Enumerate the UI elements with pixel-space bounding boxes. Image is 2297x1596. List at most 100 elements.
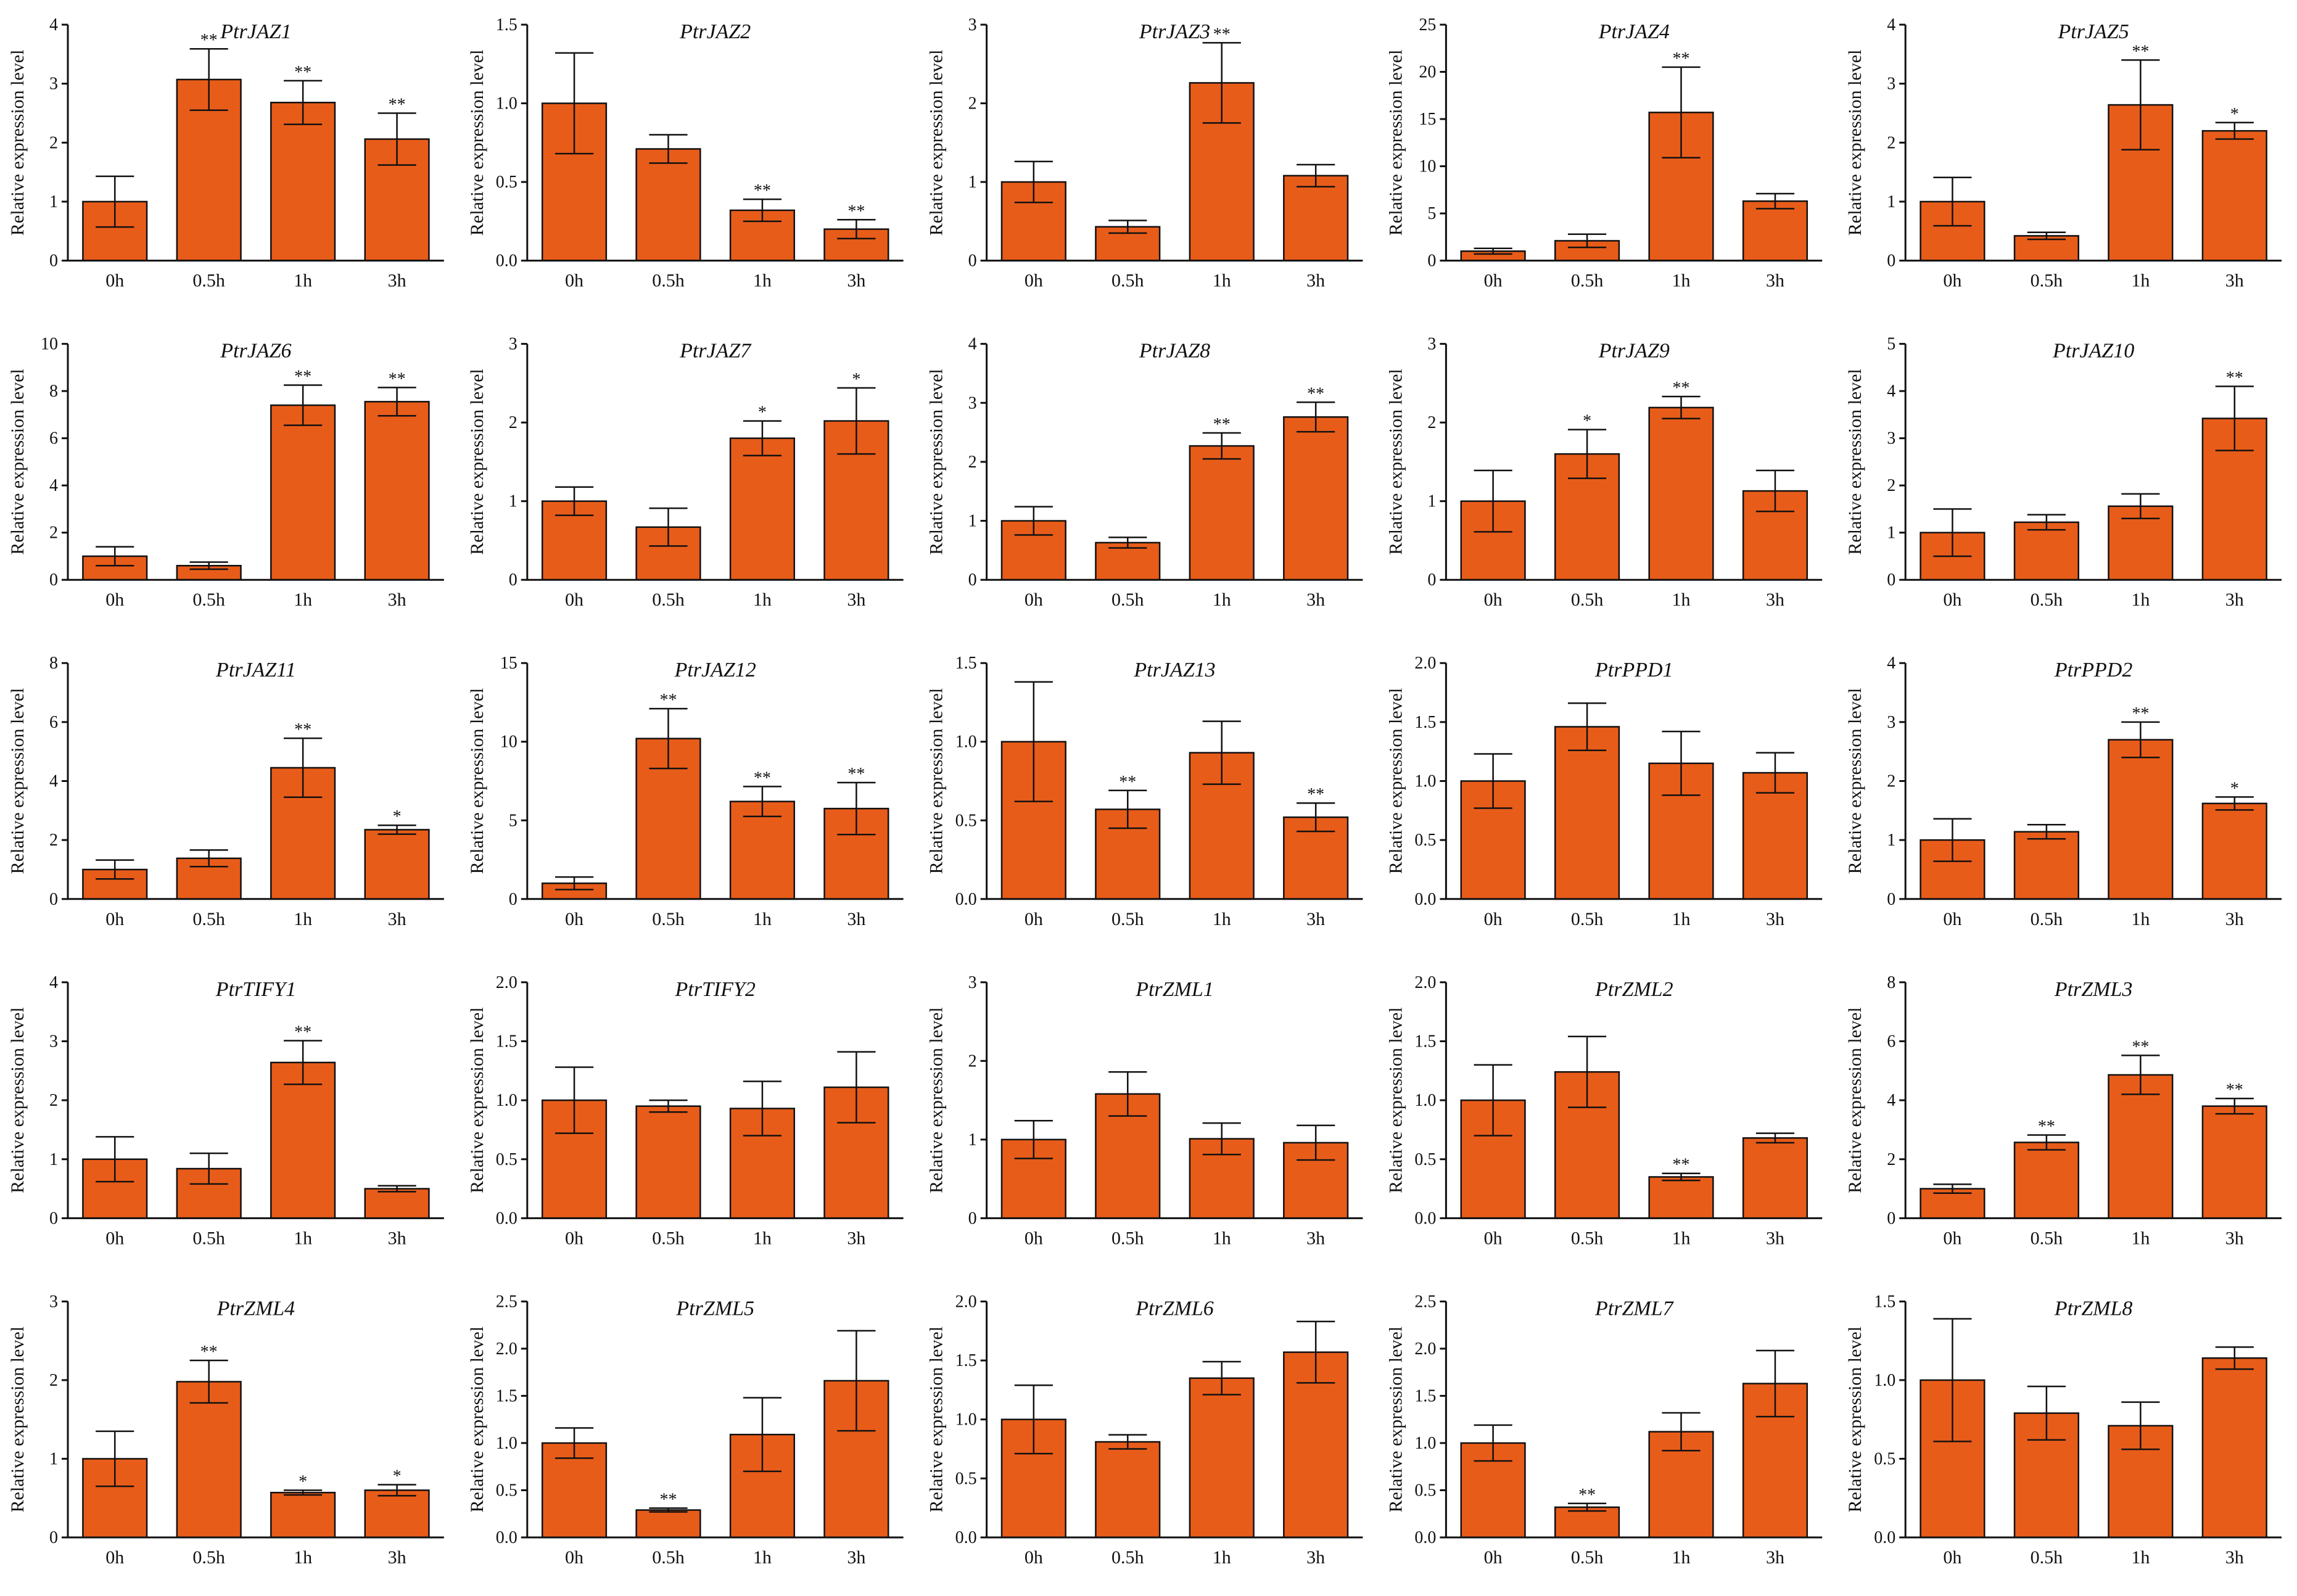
- y-axis-label: Relative expression level: [1385, 1327, 1406, 1513]
- error-bar: [1755, 752, 1795, 794]
- y-tick-label: 0.0: [955, 1528, 977, 1547]
- panel-title: PtrJAZ11: [215, 659, 296, 681]
- error-bar: [2121, 1055, 2160, 1095]
- error-bar: [1014, 160, 1053, 204]
- x-tick-label: 0h: [1943, 1228, 1961, 1248]
- x-tick-label: 1h: [753, 271, 772, 291]
- x-tick-label: 1h: [753, 590, 772, 610]
- x-tick-label: 0h: [565, 1547, 584, 1568]
- significance-marker: **: [1119, 773, 1136, 792]
- error-bar: [555, 1427, 594, 1459]
- bar: [635, 1509, 701, 1539]
- error-bar: [649, 134, 688, 164]
- y-tick-label: 0.5: [496, 173, 518, 192]
- y-tick-label: 2: [49, 133, 58, 152]
- error-bar: [1933, 508, 1972, 557]
- bar: [1283, 416, 1349, 581]
- y-tick-label: 1.5: [955, 654, 977, 673]
- panel-title: PtrZML5: [675, 1297, 754, 1320]
- x-tick-label: 1h: [294, 271, 312, 291]
- x-tick-label: 3h: [847, 590, 865, 610]
- bar: [270, 102, 336, 261]
- x-tick-label: 0.5h: [192, 271, 225, 291]
- y-tick-label: 10: [41, 335, 58, 354]
- significance-marker: **: [659, 1491, 677, 1510]
- error-bar: [1014, 1384, 1053, 1455]
- y-axis-label: Relative expression level: [1385, 50, 1406, 236]
- bar: [2201, 130, 2267, 261]
- x-tick-label: 0h: [1025, 1228, 1043, 1248]
- x-tick-label: 3h: [1306, 590, 1325, 610]
- y-tick-label: 5: [509, 811, 518, 830]
- x-tick-label: 1h: [2131, 1547, 2150, 1568]
- significance-marker: **: [2226, 368, 2243, 387]
- x-tick-label: 3h: [388, 1547, 406, 1568]
- x-tick-label: 0.5h: [192, 1228, 225, 1248]
- y-tick-label: 0: [1427, 570, 1436, 590]
- panel-title: PtrJAZ5: [2057, 20, 2129, 43]
- significance-marker: **: [1307, 384, 1324, 403]
- bar: [729, 800, 796, 900]
- error-bar: [377, 1484, 416, 1497]
- x-tick-label: 3h: [847, 1547, 865, 1568]
- y-tick-label: 2: [1887, 133, 1895, 152]
- y-axis-label: Relative expression level: [926, 1327, 947, 1513]
- x-tick-label: 0h: [1025, 909, 1043, 929]
- y-tick-label: 1.5: [496, 15, 518, 35]
- error-bar: [1014, 1120, 1053, 1159]
- x-tick-label: 3h: [2225, 271, 2244, 291]
- x-tick-label: 0h: [105, 909, 124, 929]
- panel-title: PtrZML3: [2054, 978, 2133, 1001]
- bar: [2201, 802, 2267, 900]
- y-tick-label: 0.5: [1874, 1449, 1895, 1468]
- x-tick-label: 0.5h: [1111, 909, 1144, 929]
- y-tick-label: 2.0: [1414, 1339, 1436, 1359]
- y-axis-label: Relative expression level: [1845, 688, 1865, 874]
- error-bar: [743, 420, 782, 456]
- y-tick-label: 4: [968, 335, 977, 354]
- y-tick-label: 5: [1427, 204, 1436, 223]
- significance-marker: *: [1583, 412, 1591, 431]
- y-tick-label: 15: [500, 654, 518, 673]
- y-tick-label: 4: [49, 772, 58, 791]
- y-tick-label: 0: [1887, 570, 1895, 590]
- y-tick-label: 0.5: [496, 1150, 518, 1169]
- y-tick-label: 0.5: [1414, 1150, 1436, 1169]
- x-tick-label: 0h: [565, 1228, 584, 1248]
- x-tick-label: 0.5h: [192, 590, 225, 610]
- significance-marker: **: [1673, 379, 1690, 398]
- significance-marker: **: [200, 31, 218, 50]
- significance-marker: **: [847, 202, 865, 221]
- y-tick-label: 0: [968, 1209, 977, 1228]
- error-bar: [96, 175, 134, 228]
- y-tick-label: 4: [1887, 15, 1895, 35]
- y-tick-label: 1.0: [955, 733, 977, 752]
- x-tick-label: 0h: [565, 271, 584, 291]
- x-tick-label: 3h: [847, 271, 865, 291]
- y-tick-label: 1.0: [1414, 1434, 1436, 1453]
- y-tick-label: 1: [49, 1449, 58, 1468]
- error-bar: [1202, 720, 1241, 785]
- panel-title: PtrJAZ10: [2052, 340, 2134, 363]
- x-tick-label: 1h: [1213, 271, 1231, 291]
- x-tick-label: 0.5h: [1571, 590, 1604, 610]
- significance-marker: **: [847, 765, 865, 784]
- y-tick-label: 4: [49, 15, 58, 35]
- y-tick-label: 0: [49, 1528, 58, 1547]
- y-tick-label: 20: [1419, 63, 1436, 82]
- error-bar: [377, 387, 416, 417]
- panel-title: PtrJAZ1: [220, 20, 291, 43]
- y-tick-label: 2: [1887, 772, 1895, 791]
- y-tick-label: 1.5: [1874, 1292, 1895, 1311]
- x-tick-label: 0.5h: [1111, 590, 1144, 610]
- y-tick-label: 0.5: [955, 1469, 977, 1488]
- y-tick-label: 2: [968, 1051, 977, 1071]
- y-tick-label: 1.5: [496, 1032, 518, 1051]
- bar: [270, 1492, 336, 1539]
- bar: [1189, 1377, 1255, 1539]
- error-bar: [1108, 537, 1147, 549]
- panel-title: PtrJAZ9: [1598, 340, 1670, 363]
- y-tick-label: 0.0: [1414, 890, 1436, 909]
- bar: [2201, 1105, 2267, 1219]
- error-bar: [189, 561, 228, 570]
